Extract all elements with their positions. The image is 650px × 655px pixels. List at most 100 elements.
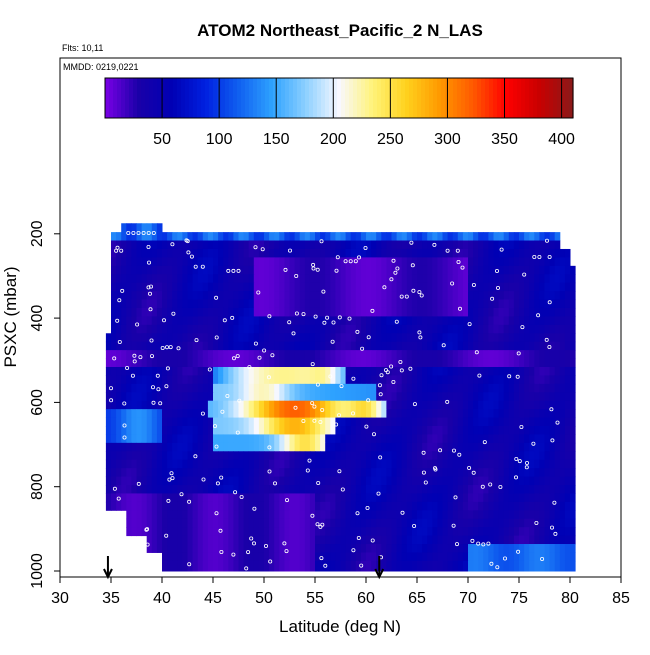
heatmap-cell [320, 501, 326, 511]
heatmap-cell [197, 510, 204, 520]
heatmap-cell [192, 426, 199, 435]
heatmap-cell [508, 333, 515, 343]
flights-annotation: Flts: 10,11 [62, 43, 103, 53]
heatmap-cell [182, 476, 188, 486]
heatmap-cell [350, 451, 357, 461]
heatmap-cell [529, 324, 535, 334]
heatmap-cell [513, 392, 520, 402]
heatmap-cell [121, 476, 127, 486]
heatmap-cell [207, 501, 214, 511]
heatmap-cell [269, 510, 275, 520]
heatmap-cell [442, 400, 449, 410]
observation-point [164, 533, 169, 538]
heatmap-cell [289, 518, 296, 528]
heatmap-cell [401, 265, 408, 275]
heatmap-cell [192, 535, 199, 545]
observation-point [321, 289, 326, 294]
heatmap-cell [253, 459, 260, 469]
heatmap-cell [243, 265, 250, 275]
heatmap-cell [452, 560, 459, 572]
heatmap-cell [258, 299, 265, 309]
heatmap-cell [177, 409, 183, 419]
heatmap-cell [172, 341, 178, 351]
colorbar-segment [253, 78, 258, 118]
heatmap-cell [233, 257, 239, 267]
heatmap-cell [309, 560, 316, 572]
heatmap-cell [519, 560, 525, 572]
heatmap-cell [197, 316, 204, 326]
heatmap-cell [524, 518, 530, 528]
heatmap-cell [116, 299, 122, 309]
heatmap-cell [442, 358, 449, 368]
heatmap-cell [294, 358, 301, 368]
heatmap-cell [401, 510, 408, 520]
heatmap-cell [498, 291, 505, 301]
heatmap-cell [126, 493, 132, 503]
heatmap-cell [350, 248, 357, 258]
heatmap-cell [534, 232, 540, 242]
colorbar-segment [153, 78, 158, 118]
observation-point [489, 561, 494, 566]
heatmap-cell [376, 282, 382, 292]
heatmap-cell [391, 459, 398, 469]
heatmap-cell [151, 392, 158, 402]
heatmap-cell [524, 299, 530, 309]
heatmap-cell [304, 248, 311, 258]
heatmap-cell [320, 485, 326, 494]
heatmap-cell [366, 392, 372, 402]
heatmap-cell [309, 240, 316, 250]
heatmap-cell [238, 265, 245, 275]
heatmap-cell [146, 493, 153, 503]
heatmap-cell [411, 375, 418, 385]
x-tick-label: 70 [459, 590, 477, 607]
heatmap-cell [508, 510, 515, 520]
observation-point [233, 490, 238, 495]
heatmap-cell [508, 341, 515, 351]
heatmap-cell [488, 501, 494, 511]
heatmap-cell [549, 409, 556, 419]
heatmap-cell [371, 299, 377, 309]
heatmap-cell [248, 307, 255, 317]
heatmap-cell [406, 493, 413, 503]
heatmap-cell [192, 485, 199, 494]
heatmap-cell [366, 291, 372, 301]
heatmap-cell [182, 434, 188, 444]
heatmap-cell [136, 392, 143, 402]
heatmap-cell [131, 375, 137, 385]
heatmap-cell [529, 366, 535, 376]
observation-points [109, 230, 560, 571]
heatmap-cell [116, 240, 122, 250]
heatmap-cell [559, 341, 566, 351]
heatmap-cell [269, 535, 275, 545]
heatmap-cell [264, 468, 270, 478]
heatmap-cell [468, 426, 474, 435]
heatmap-cell [396, 240, 403, 250]
heatmap-cell [238, 426, 245, 435]
heatmap-cell [279, 527, 285, 537]
heatmap-cell [156, 274, 163, 284]
heatmap-cell [371, 476, 377, 486]
heatmap-cell [427, 417, 433, 427]
observation-point [311, 266, 316, 271]
heatmap-cell [294, 392, 301, 402]
colorbar-segment [205, 78, 210, 118]
heatmap-cell [483, 459, 489, 469]
observation-point [454, 542, 459, 547]
heatmap-cell [513, 274, 520, 284]
observation-point [552, 500, 557, 505]
heatmap-cell [136, 291, 143, 301]
heatmap-cell [187, 350, 194, 360]
heatmap-cell [116, 350, 122, 360]
heatmap-cell [519, 493, 525, 503]
heatmap-cell [411, 409, 418, 419]
heatmap-cell [136, 257, 143, 267]
heatmap-cell [447, 291, 454, 301]
heatmap-cell [411, 291, 418, 301]
heatmap-cell [503, 434, 510, 444]
heatmap-cell [508, 544, 515, 553]
heatmap-cell [228, 527, 234, 537]
heatmap-cell [116, 501, 122, 511]
observation-point [343, 259, 348, 264]
heatmap-cell [146, 333, 153, 343]
heatmap-cell [315, 560, 321, 572]
